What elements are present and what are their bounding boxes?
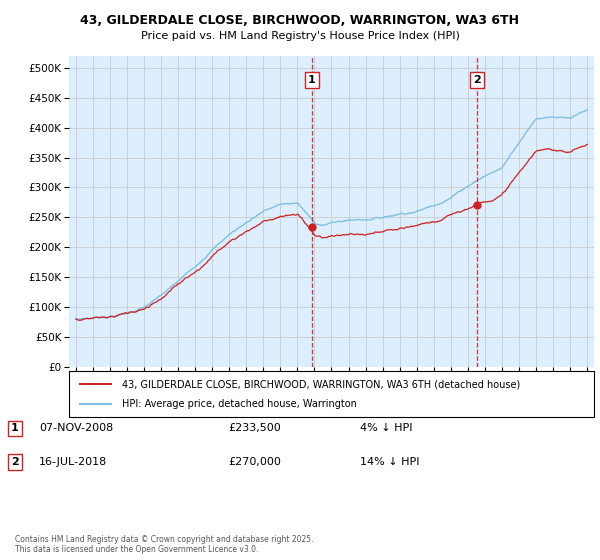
Text: 1: 1 xyxy=(308,75,316,85)
Text: 2: 2 xyxy=(11,457,19,467)
Text: 43, GILDERDALE CLOSE, BIRCHWOOD, WARRINGTON, WA3 6TH: 43, GILDERDALE CLOSE, BIRCHWOOD, WARRING… xyxy=(80,14,520,27)
Text: £233,500: £233,500 xyxy=(228,423,281,433)
Text: 1: 1 xyxy=(11,423,19,433)
Text: 16-JUL-2018: 16-JUL-2018 xyxy=(39,457,107,467)
Text: 4% ↓ HPI: 4% ↓ HPI xyxy=(360,423,413,433)
Text: HPI: Average price, detached house, Warrington: HPI: Average price, detached house, Warr… xyxy=(121,399,356,409)
FancyBboxPatch shape xyxy=(69,371,594,417)
Text: Price paid vs. HM Land Registry's House Price Index (HPI): Price paid vs. HM Land Registry's House … xyxy=(140,31,460,41)
Text: £270,000: £270,000 xyxy=(228,457,281,467)
Text: Contains HM Land Registry data © Crown copyright and database right 2025.
This d: Contains HM Land Registry data © Crown c… xyxy=(15,535,314,554)
Text: 14% ↓ HPI: 14% ↓ HPI xyxy=(360,457,419,467)
Text: 07-NOV-2008: 07-NOV-2008 xyxy=(39,423,113,433)
Text: 2: 2 xyxy=(473,75,481,85)
Text: 43, GILDERDALE CLOSE, BIRCHWOOD, WARRINGTON, WA3 6TH (detached house): 43, GILDERDALE CLOSE, BIRCHWOOD, WARRING… xyxy=(121,379,520,389)
